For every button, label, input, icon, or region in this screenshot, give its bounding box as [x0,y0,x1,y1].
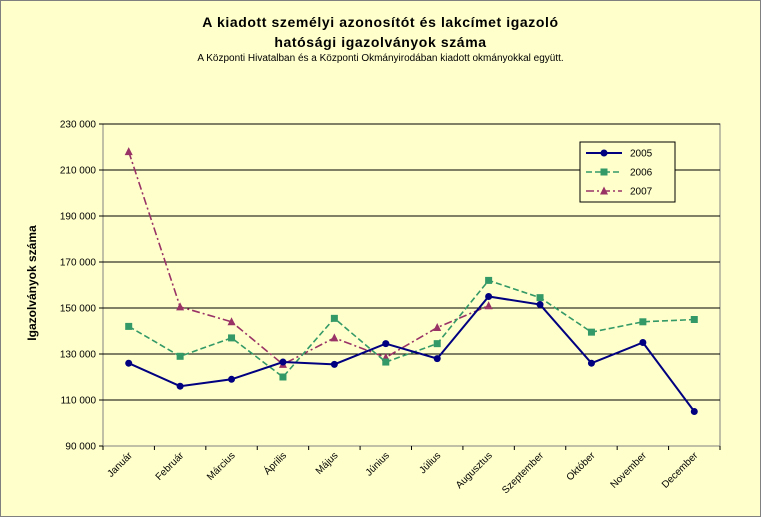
x-tick-label: Április [261,449,289,477]
data-point [485,293,493,300]
data-point [227,317,236,326]
data-point [485,276,493,284]
x-tick-label: November [609,450,650,491]
chart-subtitle: A Központi Hivatalban és a Központi Okmá… [197,53,564,64]
data-point [600,168,608,176]
data-point [433,355,441,363]
chart-title-line1: A kiadott személyi azonosítót és lakcíme… [202,14,559,30]
x-tick-label: Június [364,450,392,478]
legend-label-2007: 2007 [630,187,653,198]
series-line-2007 [127,151,489,366]
y-tick-label: 230 000 [60,120,97,131]
x-tick-label: Január [105,450,135,480]
data-point [124,147,133,156]
x-tick-label: Május [314,450,341,477]
data-point [228,375,236,383]
data-point [176,352,184,360]
data-point [690,316,698,323]
data-point [382,340,390,348]
data-point [228,334,236,342]
data-point [125,359,133,367]
data-point [176,382,184,390]
x-tick-label: Augusztus [454,450,495,491]
x-tick-label: Július [417,450,443,476]
x-tick-label: Március [205,450,238,483]
data-point [382,358,390,366]
data-point [330,314,338,322]
data-point [536,301,544,309]
y-tick-label: 90 000 [65,442,96,453]
data-point [587,359,595,367]
data-point [433,323,442,332]
x-tick-label: Október [565,450,598,483]
series-line-2006 [128,279,695,379]
y-tick-label: 150 000 [60,304,97,315]
data-point [536,294,544,302]
data-point [639,318,647,326]
data-point [279,373,287,381]
x-tick-label: December [660,450,701,491]
data-point [330,360,338,368]
series-line-2005 [128,295,696,413]
data-point [600,149,608,157]
y-tick-label: 190 000 [60,212,97,223]
legend-box [579,141,676,203]
data-point [176,302,185,311]
data-point [433,340,441,348]
y-tick-label: 130 000 [60,350,97,361]
x-tick-label: Szeptember [500,450,546,496]
y-tick-label: 210 000 [60,166,97,177]
data-point [279,358,287,366]
data-point [330,333,339,342]
data-point [484,301,493,310]
x-tick-label: Február [154,450,187,483]
data-point [600,186,608,195]
legend-label-2005: 2005 [630,149,653,160]
data-point [587,328,595,336]
y-tick-label: 170 000 [60,258,97,269]
data-point [690,408,698,415]
data-point [125,322,133,330]
data-point [639,339,647,346]
chart-title-line2: hatósági igazolványok száma [274,34,487,50]
legend-label-2006: 2006 [630,168,653,179]
y-tick-label: 110 000 [61,396,97,407]
